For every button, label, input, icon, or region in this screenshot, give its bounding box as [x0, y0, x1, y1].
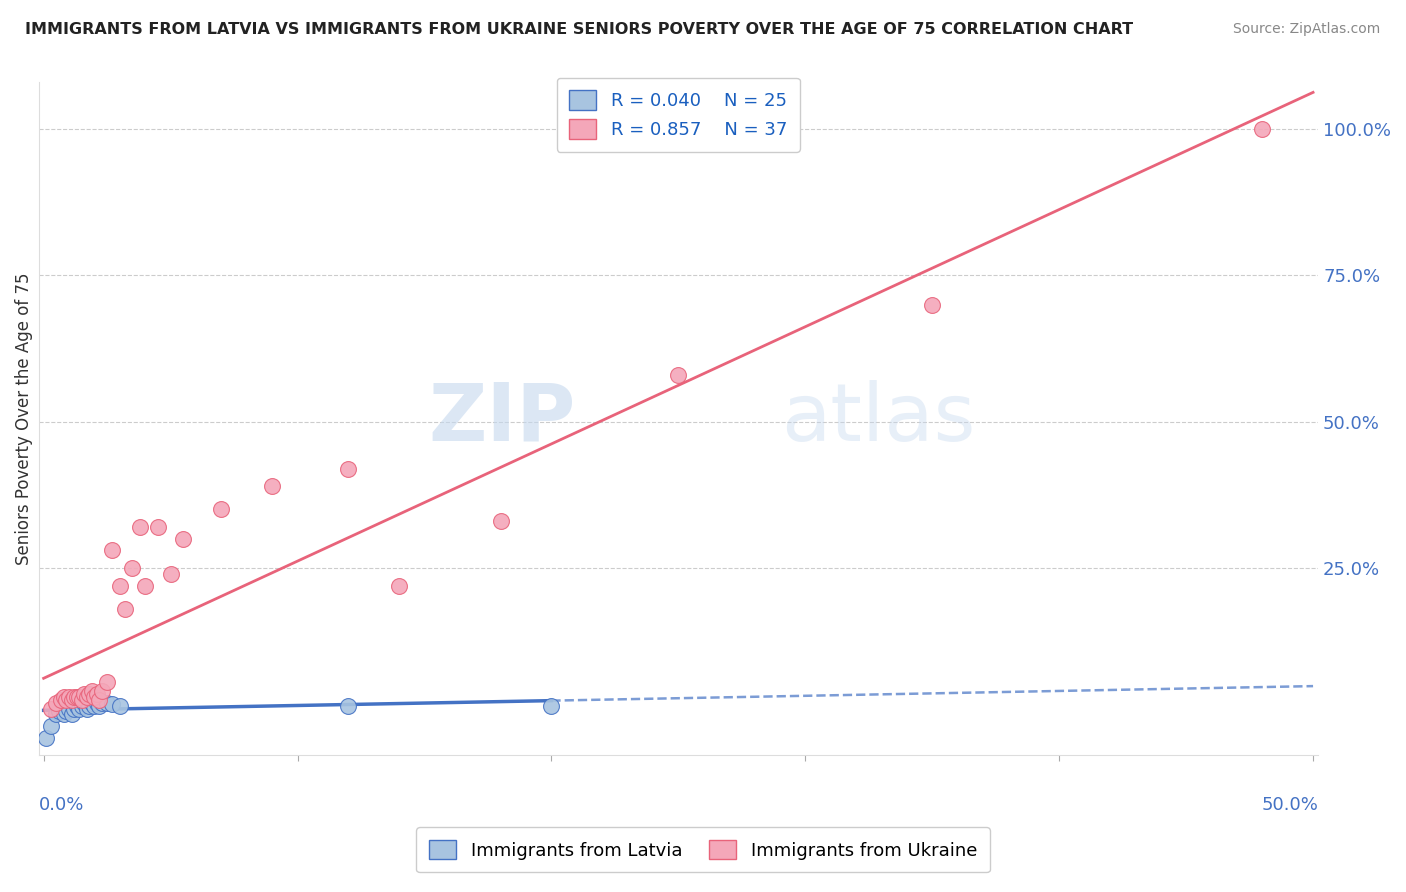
Point: [79, 698, 101, 713]
Point: [76, 690, 98, 704]
Point: [134, 578, 156, 592]
Y-axis label: Seniors Poverty Over the Age of 75: Seniors Poverty Over the Age of 75: [15, 272, 32, 565]
Point: [209, 502, 232, 516]
Point: [96, 696, 118, 710]
Point: [129, 520, 152, 534]
Point: [108, 578, 131, 592]
Point: [91, 696, 114, 710]
Point: [48, 705, 70, 719]
Point: [39, 701, 62, 715]
Point: [35, 731, 58, 745]
Point: [79, 687, 101, 701]
Point: [67, 690, 90, 704]
Point: [51, 692, 73, 706]
Point: [666, 368, 689, 382]
Point: [388, 578, 411, 592]
Point: [52, 690, 75, 704]
Point: [921, 297, 943, 311]
Point: [52, 707, 75, 722]
Point: [66, 690, 89, 704]
Point: [86, 696, 108, 710]
Point: [45, 696, 67, 710]
Point: [70, 692, 93, 706]
Point: [89, 692, 111, 706]
Point: [80, 696, 103, 710]
Legend: R = 0.040    N = 25, R = 0.857    N = 37: R = 0.040 N = 25, R = 0.857 N = 37: [557, 78, 800, 152]
Text: Source: ZipAtlas.com: Source: ZipAtlas.com: [1233, 22, 1381, 37]
Point: [73, 696, 96, 710]
Point: [73, 687, 96, 701]
Point: [540, 698, 562, 713]
Point: [60, 707, 83, 722]
Point: [114, 602, 136, 616]
Point: [489, 514, 512, 528]
Point: [121, 561, 143, 575]
Text: IMMIGRANTS FROM LATVIA VS IMMIGRANTS FROM UKRAINE SENIORS POVERTY OVER THE AGE O: IMMIGRANTS FROM LATVIA VS IMMIGRANTS FRO…: [25, 22, 1133, 37]
Point: [55, 705, 77, 719]
Point: [70, 698, 93, 713]
Point: [91, 684, 114, 698]
Point: [58, 690, 80, 704]
Text: 0.0%: 0.0%: [38, 796, 84, 814]
Point: [262, 479, 284, 493]
Point: [55, 692, 77, 706]
Point: [67, 701, 90, 715]
Point: [60, 692, 83, 706]
Point: [89, 698, 111, 713]
Text: 50.0%: 50.0%: [1261, 796, 1319, 814]
Point: [86, 687, 108, 701]
Point: [45, 707, 67, 722]
Point: [58, 701, 80, 715]
Point: [63, 701, 86, 715]
Point: [80, 684, 103, 698]
Point: [146, 520, 169, 534]
Point: [159, 566, 181, 581]
Point: [1251, 122, 1274, 136]
Point: [96, 675, 118, 690]
Point: [83, 690, 105, 704]
Point: [101, 543, 124, 558]
Point: [39, 719, 62, 733]
Point: [108, 698, 131, 713]
Point: [76, 701, 98, 715]
Point: [63, 690, 86, 704]
Text: atlas: atlas: [780, 380, 976, 458]
Point: [337, 461, 360, 475]
Point: [66, 698, 89, 713]
Point: [101, 697, 124, 711]
Text: ZIP: ZIP: [429, 380, 576, 458]
Point: [172, 532, 194, 546]
Legend: Immigrants from Latvia, Immigrants from Ukraine: Immigrants from Latvia, Immigrants from …: [416, 827, 990, 872]
Point: [83, 698, 105, 713]
Point: [337, 698, 360, 713]
